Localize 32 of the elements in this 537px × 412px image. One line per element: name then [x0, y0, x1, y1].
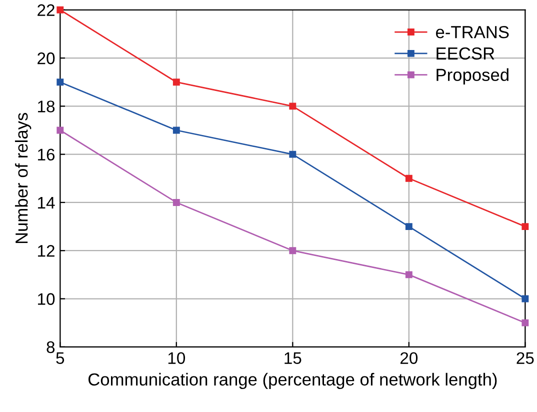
x-tick-label: 5 [56, 352, 64, 364]
y-axis-title: Number of relays [15, 112, 32, 244]
legend-label: Proposed [436, 68, 508, 84]
y-tick-label: 8 [46, 341, 55, 354]
x-tick-label: 20 [400, 352, 418, 364]
point [56, 126, 64, 134]
y-tick-label: 18 [38, 100, 55, 112]
point [405, 271, 412, 278]
point [56, 78, 64, 86]
point [289, 247, 296, 254]
point [405, 174, 412, 182]
point [289, 102, 296, 110]
point [522, 295, 529, 302]
y-tick-label: 20 [38, 52, 55, 64]
legend-label: e-TRANS [436, 26, 509, 38]
y-tick-label: 14 [38, 197, 55, 209]
y-tick-label: 22 [38, 4, 54, 16]
x-tick-label: 15 [284, 352, 302, 364]
point [522, 319, 529, 326]
point [289, 150, 296, 158]
x-tick-label: 25 [516, 352, 534, 364]
y-tick-label: 10 [38, 293, 55, 305]
y-tick-label: 16 [38, 148, 55, 161]
point [405, 223, 412, 230]
point [522, 223, 529, 230]
x-tick-label: 10 [168, 352, 186, 364]
point [172, 198, 180, 206]
point [172, 126, 180, 134]
legend-label: EECSR [436, 47, 494, 60]
point [172, 78, 180, 86]
x-axis-title: Communication range (percentage of network length) [88, 372, 497, 390]
y-tick-label: 12 [38, 245, 54, 257]
